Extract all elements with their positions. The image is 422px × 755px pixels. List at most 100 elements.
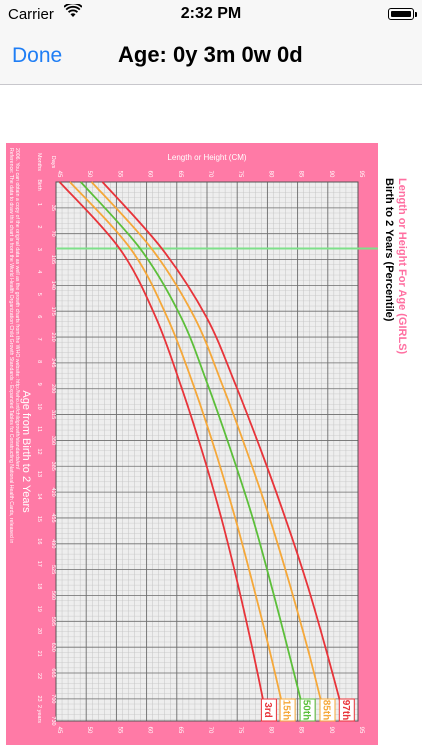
cm-tick-label-top: 45 [56,171,62,178]
cm-tick-label-bottom: 45 [56,727,62,734]
month-tick-label: 9 [36,383,42,386]
percentile-curve-15th [69,181,287,722]
month-tick-label: 1 [36,203,42,206]
navigation-bar: Done Age: 0y 3m 0w 0d [0,30,422,85]
months-header: Months [36,153,42,171]
month-tick-label: 10 [36,404,42,410]
cm-tick-label-top: 50 [86,171,92,178]
reference-note-line1: Reference: The data to draw this chart i… [8,148,14,543]
percentile-label-text: 50th [301,700,312,721]
axis-label-length: Length or Height (CM) [167,153,246,162]
day-tick-label: 455 [50,513,56,522]
percentile-label-box [319,698,336,722]
month-tick-label: 19 [36,606,42,612]
cm-tick-label-bottom: 55 [116,727,122,734]
status-time: 2:32 PM [180,5,242,22]
reference-note-line2: 2006. You can obtain a copy of the origi… [14,148,20,470]
cm-tick-label-top: 65 [177,171,183,178]
day-tick-label: 210 [50,332,56,341]
day-tick-label: 420 [50,488,56,497]
percentile-label-97th: 97th [338,698,355,722]
month-tick-label: 11 [36,426,42,432]
growth-chart[interactable]: 3rd 15th 50th 85th 97th 45 45 50 50 55 55 60 60 65 65 7… [0,138,422,750]
cm-tick-label-top: 85 [298,171,304,178]
day-tick-label: 630 [50,643,56,652]
day-tick-label: 245 [50,358,56,367]
percentile-curve-3rd [58,181,269,722]
percentile-label-85th: 85th [319,698,336,722]
chart-title: Length or Height For Age (GIRLS) [396,178,408,355]
day-tick-label: 385 [50,462,56,471]
cm-tick-label-top: 95 [358,171,364,178]
cm-tick-label-top: 75 [237,171,243,178]
day-tick-label: 665 [50,668,56,677]
day-tick-label: 700 [50,694,56,703]
cm-tick-label-bottom: 60 [147,727,153,734]
cm-tick-label-bottom: 70 [207,727,213,734]
month-tick-label: 18 [36,583,42,589]
month-tick-label: 23 [36,695,42,701]
percentile-label-box [260,698,277,722]
month-tick-label: 21 [36,651,42,657]
cm-tick-label-bottom: 65 [177,727,183,734]
cm-tick-label-bottom: 95 [358,727,364,734]
percentile-curve-50th [80,181,307,722]
cm-tick-label-top: 55 [116,171,122,178]
cm-tick-label-bottom: 80 [267,727,273,734]
day-tick-label: 70 [50,231,56,237]
day-tick-label: 175 [50,307,56,316]
month-tick-label: 12 [36,448,42,454]
month-tick-label: 14 [36,493,42,499]
days-header: Days [50,156,56,169]
cm-tick-label-bottom: 50 [86,727,92,734]
day-tick-label: 35 [50,205,56,211]
chart-subtitle: Birth to 2 Years (Percentile) [383,178,395,322]
wifi-icon [64,4,82,17]
cm-tick-label-bottom: 90 [328,727,334,734]
percentile-label-3rd: 3rd [260,698,277,722]
month-tick-label: 22 [36,673,42,679]
birth-label: Birth [36,179,42,190]
day-tick-label: 315 [50,410,56,419]
status-bar: Carrier 2:32 PM [0,0,422,30]
day-tick-label: 140 [50,281,56,290]
grid-border [55,181,359,722]
day-tick-label: 350 [50,436,56,445]
month-tick-label: 2 [36,225,42,228]
percentile-label-15th: 15th [279,698,296,722]
percentile-label-text: 3rd [262,702,273,718]
axis-label-age: Age from Birth to 2 Years [20,390,32,513]
month-tick-label: 13 [36,471,42,477]
day-tick-label: 490 [50,539,56,548]
growth-chart-svg: 3rd 15th 50th 85th 97th454550505555606065657… [6,143,408,745]
two-years-label: 2 years [36,705,42,723]
day-tick-label: 730 [50,716,56,725]
month-tick-label: 16 [36,538,42,544]
percentile-label-box [338,698,355,722]
carrier-label: Carrier [8,6,54,23]
percentile-label-box [279,698,296,722]
nav-title: Age: 0y 3m 0w 0d [118,42,303,67]
month-tick-label: 6 [36,315,42,318]
cm-tick-label-bottom: 85 [298,727,304,734]
cm-tick-label-top: 90 [328,171,334,178]
done-button[interactable]: Done [12,44,63,67]
month-tick-label: 7 [36,338,42,341]
month-tick-label: 15 [36,516,42,522]
cm-tick-label-top: 70 [207,171,213,178]
day-tick-label: 105 [50,255,56,264]
month-tick-label: 17 [36,561,42,567]
percentile-label-text: 97th [340,700,351,721]
percentile-label-box [299,698,316,722]
percentile-label-50th: 50th [299,698,316,722]
cm-tick-label-top: 60 [147,171,153,178]
percentile-curve-97th [101,181,347,722]
month-tick-label: 3 [36,248,42,251]
percentile-label-text: 15th [281,700,292,721]
day-tick-label: 280 [50,384,56,393]
month-tick-label: 8 [36,360,42,363]
month-tick-label: 5 [36,293,42,296]
cm-tick-label-bottom: 75 [237,727,243,734]
cm-tick-label-top: 80 [267,171,273,178]
day-tick-label: 595 [50,617,56,626]
